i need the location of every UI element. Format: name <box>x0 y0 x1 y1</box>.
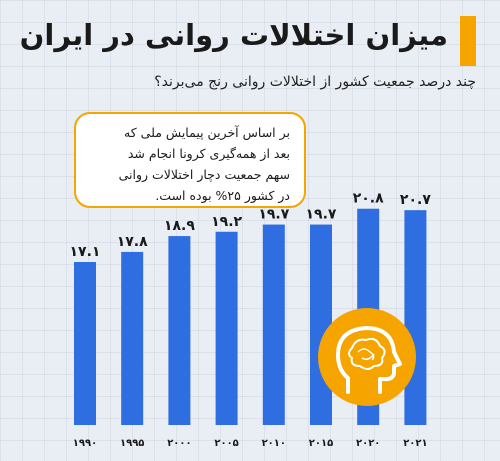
x-tick-label: ۲۰۲۰ <box>356 438 380 449</box>
x-tick-label: ۲۰۲۱ <box>403 438 427 449</box>
bar-value-label: ۱۹.۷ <box>306 207 337 223</box>
bar <box>215 231 238 425</box>
page-title: میزان اختلالات روانی در ایران <box>19 18 448 52</box>
brain-head-icon <box>318 308 416 406</box>
page-subtitle: چند درصد جمعیت کشور از اختلالات روانی رن… <box>154 74 476 90</box>
x-tick-label: ۲۰۱۵ <box>309 438 333 449</box>
bar-value-label: ۲۰.۸ <box>353 191 384 207</box>
bar-value-label: ۱۹.۲ <box>211 214 242 230</box>
bar-value-label: ۱۷.۸ <box>117 234 148 250</box>
bar <box>74 262 96 425</box>
bar-value-label: ۱۸.۹ <box>164 218 195 234</box>
bar <box>262 224 285 425</box>
bar-value-label: ۱۷.۱ <box>70 244 101 260</box>
x-tick-label: ۲۰۰۵ <box>214 438 238 449</box>
bar <box>168 236 191 425</box>
title-accent-bar <box>460 16 476 66</box>
bar <box>121 251 144 425</box>
x-tick-label: ۲۰۱۰ <box>262 438 286 449</box>
x-tick-label: ۲۰۰۰ <box>167 438 191 449</box>
bar-value-label: ۲۰.۷ <box>400 192 431 208</box>
bar-value-label: ۱۹.۷ <box>258 207 289 223</box>
note-callout: بر اساس آخرین پیمایش ملی که بعد از همه‌گ… <box>74 112 306 208</box>
x-tick-label: ۱۹۹۵ <box>120 438 144 449</box>
x-tick-label: ۱۹۹۰ <box>73 438 97 449</box>
